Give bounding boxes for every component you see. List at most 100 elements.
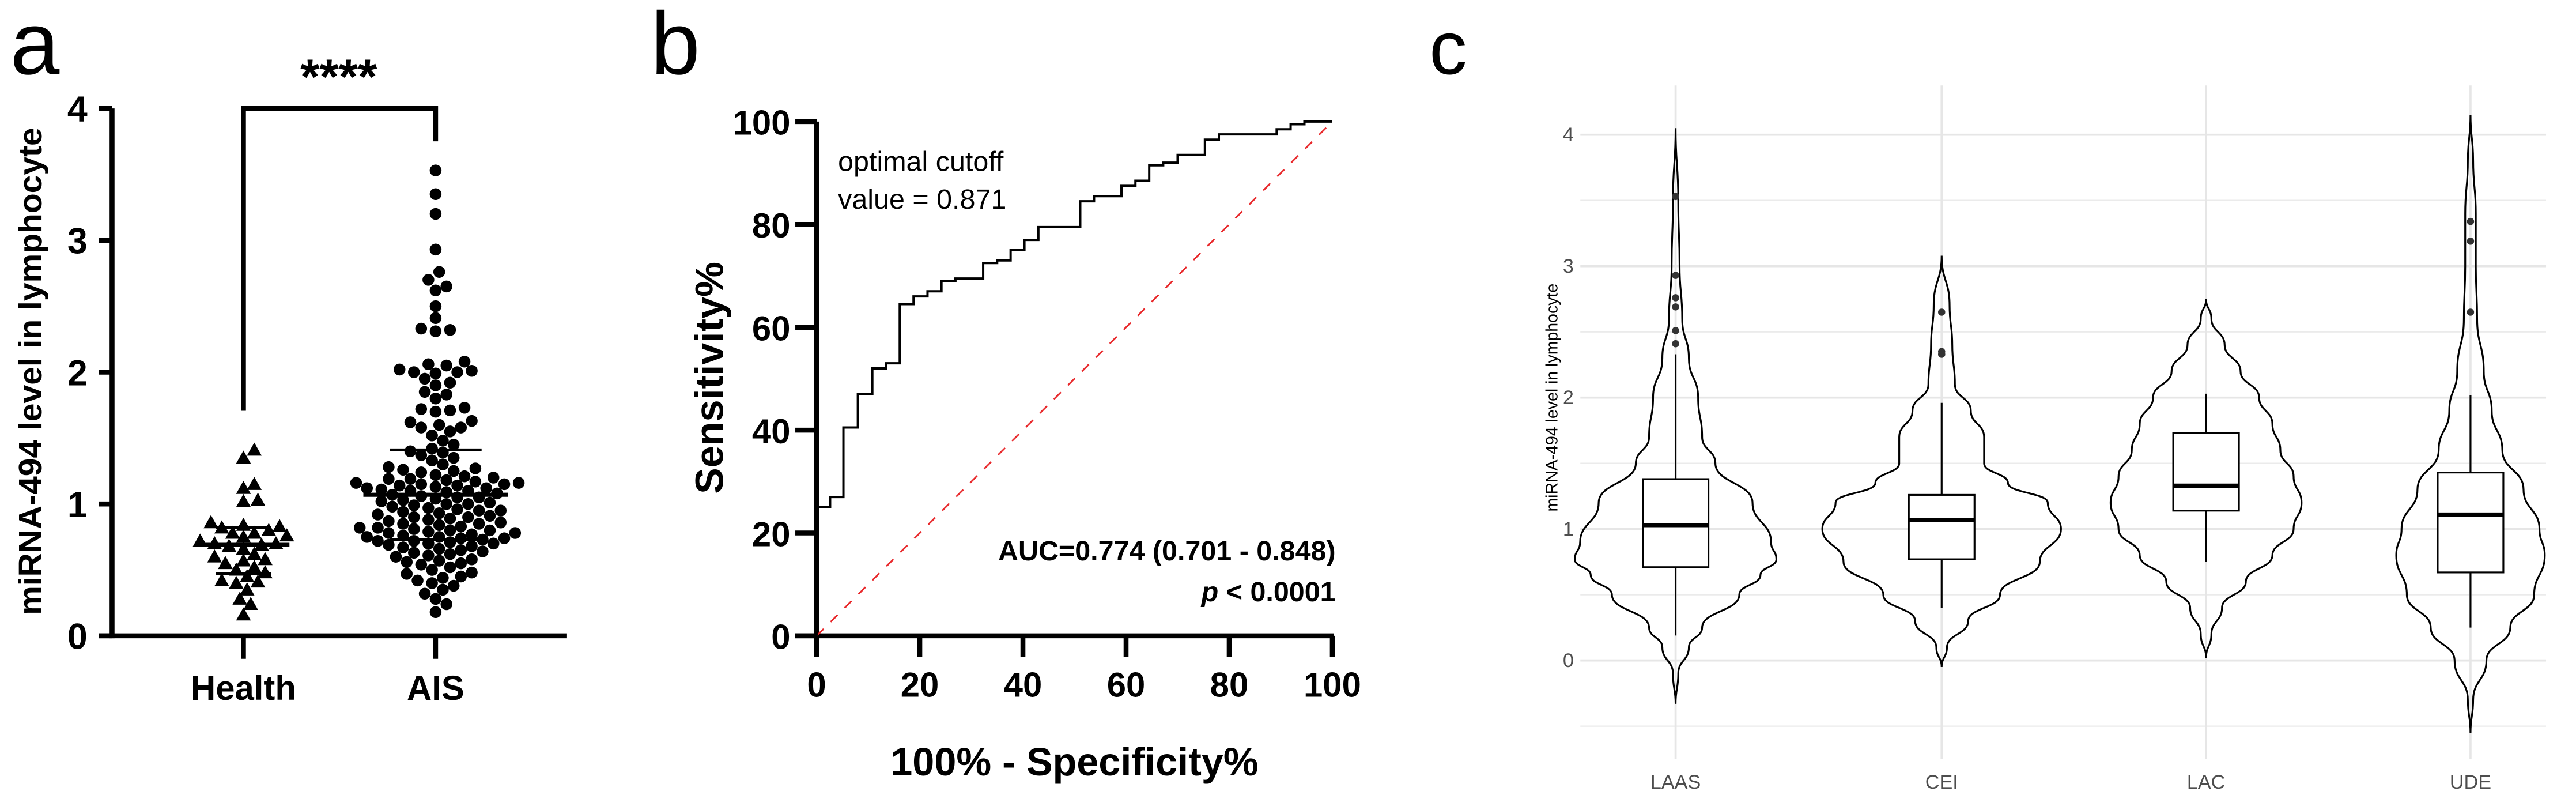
data-point-ais (383, 461, 395, 473)
y-tick-label-c: 1 (1563, 518, 1574, 540)
data-point-ais (444, 536, 456, 548)
data-point-ais (484, 496, 496, 509)
data-point-ais (429, 164, 442, 176)
data-point-ais (477, 545, 489, 557)
data-point-ais (372, 508, 384, 521)
data-point-ais (484, 510, 496, 522)
data-point-health (236, 553, 251, 567)
data-point-ais (455, 544, 467, 556)
data-point-ais (447, 439, 460, 451)
panel-label-c: c (1429, 5, 1467, 90)
data-point-ais (401, 556, 413, 568)
data-point-health (250, 492, 266, 506)
data-point-ais (433, 419, 445, 431)
data-point-ais (415, 559, 428, 571)
x-tick-label-a: AIS (407, 669, 464, 707)
y-tick-label-b: 40 (752, 412, 791, 451)
data-point-ais (447, 579, 460, 592)
data-point-health (247, 525, 262, 539)
data-point-ais (390, 551, 402, 563)
data-point-ais (466, 540, 478, 552)
panel-c: c miRNA-494 level in lymphocyte 0 1 2 3 4 LAA… (1429, 5, 2547, 793)
data-point-health (214, 573, 229, 586)
data-point-ais (444, 524, 456, 537)
data-point-ais (397, 506, 409, 518)
data-point-health (269, 536, 284, 549)
data-point-ais (429, 367, 442, 380)
outlier-point (1937, 308, 1946, 316)
data-point-ais (361, 482, 373, 495)
x-axis-title-b: 100% - Specificity% (890, 740, 1258, 784)
significance-label: **** (300, 50, 377, 104)
data-point-ais (433, 519, 445, 532)
significance-bracket (241, 106, 439, 411)
x-tick-label-a: Health (191, 669, 296, 707)
data-point-health (239, 569, 255, 582)
y-tick-label-c: 3 (1563, 255, 1574, 277)
data-point-ais (447, 451, 460, 464)
data-point-ais (397, 494, 409, 506)
outlier-point (1672, 327, 1679, 334)
panel-a: a miRNA-494 level in lymphocyte **** 0 1 2… (10, 0, 567, 707)
data-point-health (247, 547, 262, 560)
p-value: < 0.0001 (1218, 577, 1335, 608)
data-point-ais (498, 478, 511, 491)
data-point-health (261, 523, 277, 536)
data-point-ais (350, 477, 362, 489)
x-tick-label-b: 0 (807, 665, 826, 704)
data-point-health (236, 607, 251, 621)
outlier-point (2467, 308, 2475, 316)
x-tick-label-b: 40 (1004, 665, 1043, 704)
data-point-ais (372, 534, 384, 547)
data-point-ais (383, 473, 395, 485)
data-point-ais (426, 430, 438, 442)
data-point-ais (393, 479, 406, 492)
data-point-health (236, 450, 251, 464)
data-point-ais (404, 416, 417, 428)
data-point-ais (383, 515, 395, 528)
data-point-health (225, 525, 240, 539)
y-tick-label-c: 0 (1563, 650, 1574, 672)
data-point-ais (418, 372, 431, 385)
data-point-ais (451, 479, 463, 492)
data-point-ais (469, 476, 482, 488)
data-point-ais (429, 481, 442, 493)
outlier-point (1672, 193, 1679, 201)
data-point-ais (433, 555, 445, 567)
data-point-ais (426, 564, 438, 576)
data-point-ais (429, 325, 442, 337)
x-tick-label-c: LAC (2187, 771, 2226, 793)
data-point-ais (393, 363, 406, 376)
data-point-health (207, 536, 222, 549)
data-point-ais (429, 379, 442, 391)
data-point-ais (415, 449, 428, 461)
data-point-ais (404, 473, 417, 485)
data-point-ais (437, 583, 449, 596)
data-point-ais (437, 458, 449, 470)
data-point-ais (509, 527, 522, 539)
x-tick-label-c: UDE (2450, 771, 2491, 793)
data-point-ais (480, 482, 492, 495)
data-point-health (243, 597, 258, 610)
data-point-health (250, 574, 266, 588)
x-tick-label-b: 60 (1107, 665, 1146, 704)
data-point-ais (440, 389, 452, 401)
data-point-ais (408, 547, 420, 559)
data-point-ais (429, 188, 442, 201)
data-point-ais (415, 478, 428, 491)
y-axis-title-a: miRNA-494 level in lymphocyte (12, 127, 49, 615)
y-tick-label-a: 3 (67, 221, 88, 262)
data-point-health (218, 556, 233, 570)
data-point-ais (466, 553, 478, 566)
y-tick-label-a: 0 (67, 617, 88, 657)
data-point-ais (455, 570, 467, 583)
data-point-ais (494, 516, 507, 529)
data-point-health (207, 549, 222, 563)
data-point-health (247, 477, 262, 490)
data-point-ais (433, 507, 445, 519)
data-point-ais (466, 415, 478, 427)
box-lac (2172, 432, 2240, 512)
data-point-ais (408, 499, 420, 511)
data-point-ais (444, 513, 456, 525)
